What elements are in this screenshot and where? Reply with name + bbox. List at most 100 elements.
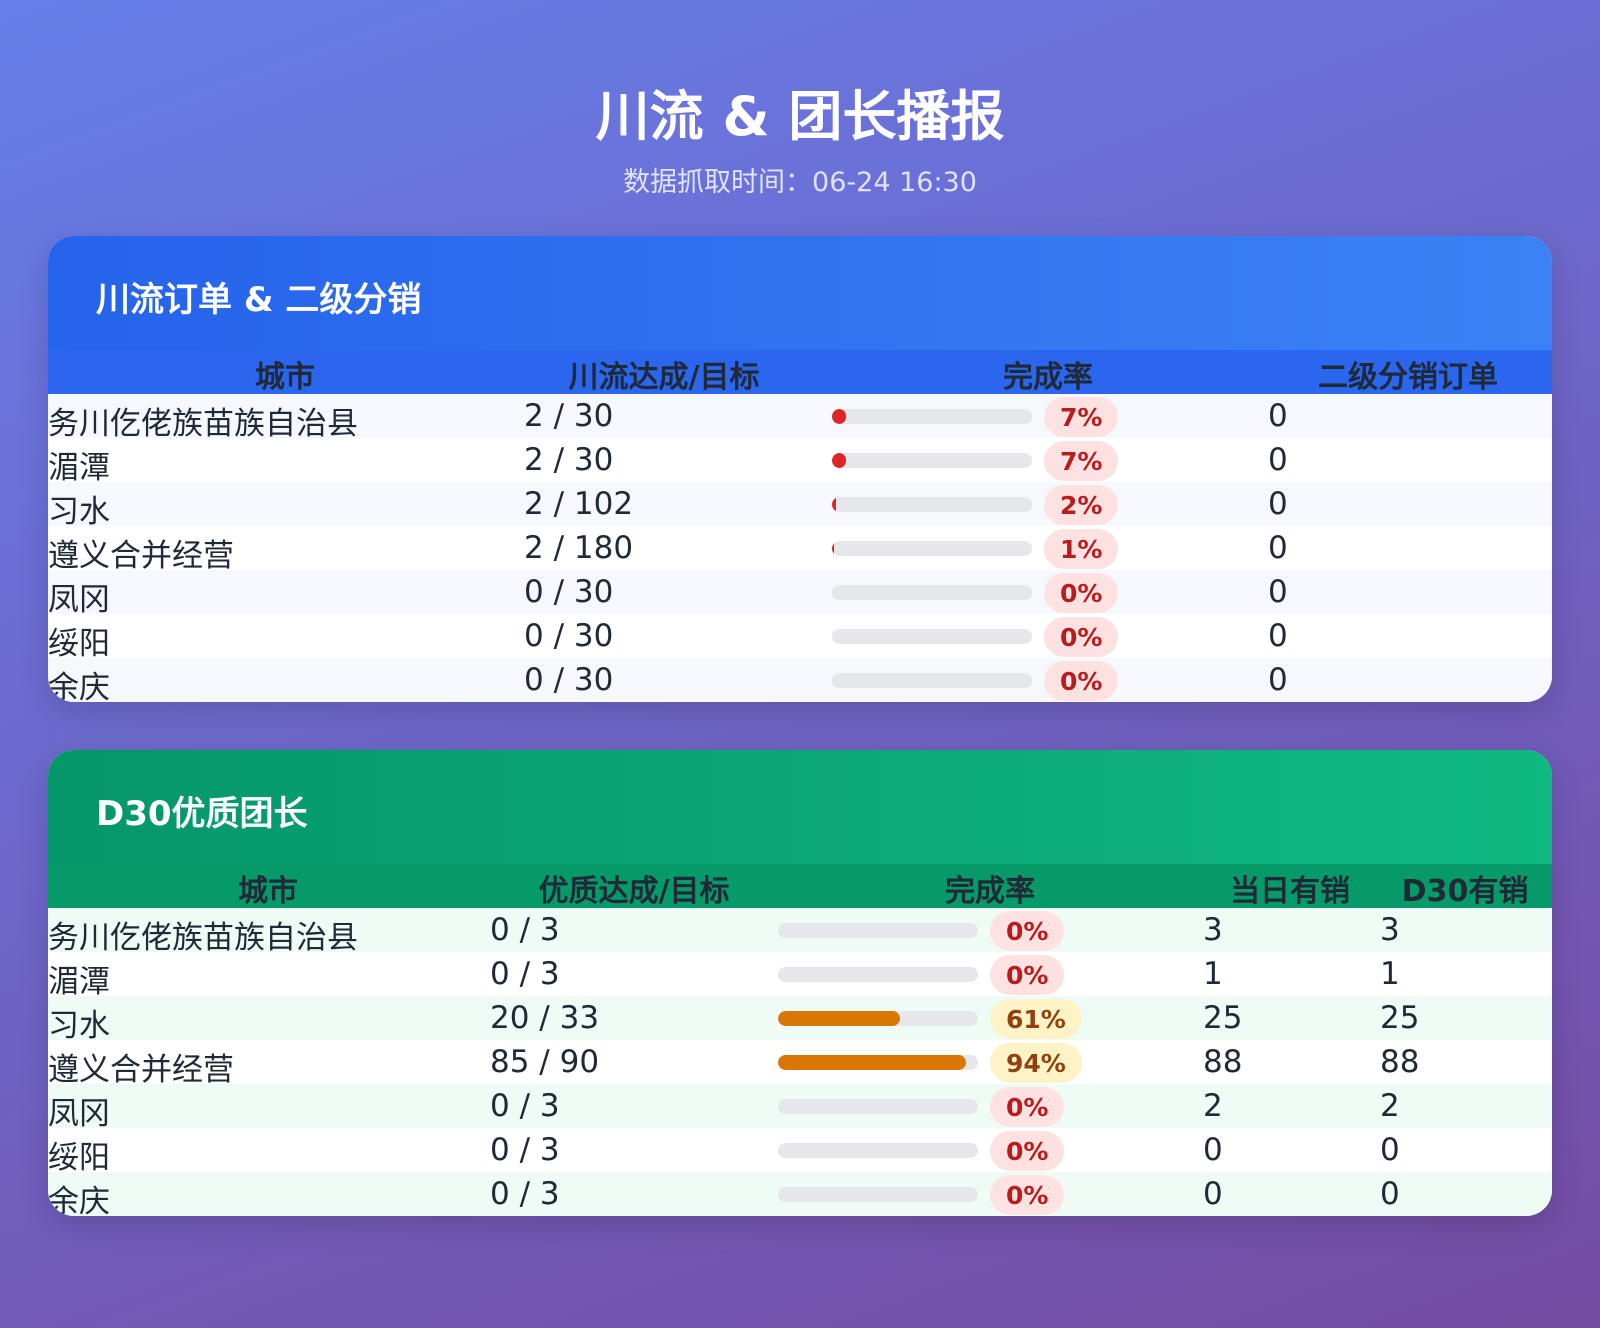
cell-value: 0 / 3 [490,1132,560,1168]
progress-track [832,673,1032,688]
progress-fill [778,1011,900,1026]
city-name: 务川仡佬族苗族自治县 [48,920,358,956]
progress-track [778,1011,978,1026]
city-name: 务川仡佬族苗族自治县 [48,406,358,442]
rate-badge: 0% [990,911,1065,951]
progress-track [778,1143,978,1158]
rate-badge: 61% [990,999,1082,1039]
city-name: 凤冈 [48,1096,110,1132]
cell-value: 0 / 30 [524,618,614,654]
progress-track [832,585,1032,600]
table-row: 凤冈 0 / 3 0% 2 2 [48,1084,1552,1132]
rate-badge: 0% [990,1087,1065,1127]
cell-value: 0 / 3 [490,912,560,948]
column-header: 城市 [238,874,298,909]
table-row: 绥阳 0 / 3 0% 0 0 [48,1128,1552,1176]
cell-value: 25 [1380,1000,1420,1036]
rate-badge: 7% [1044,397,1119,437]
city-name: 习水 [48,1008,110,1044]
table-row: 务川仡佬族苗族自治县 0 / 3 0% 3 3 [48,908,1552,956]
table-row: 习水 2 / 102 2% 0 [48,482,1552,530]
cell-value: 25 [1203,1000,1243,1036]
column-header-row: 城市 优质达成/目标 完成率 当日有销 D30有销 [48,864,1552,909]
cell-value: 0 [1268,442,1288,478]
progress-track [778,1099,978,1114]
cell-value: 0 [1268,618,1288,654]
column-header-row: 城市 川流达成/目标 完成率 二级分销订单 [48,350,1552,395]
progress-track [832,629,1032,644]
card: 川流订单 & 二级分销 城市 川流达成/目标 完成率 二级分销订单 务川仡佬族苗族自治县 2… [48,236,1552,702]
column-header: D30有销 [1401,874,1529,909]
progress-track [778,967,978,982]
cell-value: 2 / 180 [524,530,634,566]
progress-fill [832,409,846,424]
table-row: 余庆 0 / 30 0% 0 [48,658,1552,702]
cell-value: 0 / 30 [524,662,614,698]
rate-badge: 7% [1044,441,1119,481]
cell-value: 2 / 30 [524,442,614,478]
rate-badge: 0% [1044,617,1119,657]
table-row: 余庆 0 / 3 0% 0 0 [48,1172,1552,1216]
page-subtitle: 数据抓取时间：06-24 16:30 [623,167,977,198]
cell-value: 0 / 30 [524,574,614,610]
column-header: 城市 [255,360,315,395]
rate-badge: 0% [990,955,1065,995]
cell-value: 88 [1203,1044,1243,1080]
city-name: 湄潭 [48,964,110,1000]
column-header: 二级分销订单 [1318,360,1498,395]
progress-fill [832,453,846,468]
progress-track [778,1055,978,1070]
card-header [48,236,1552,350]
cell-value: 0 [1268,398,1288,434]
cell-value: 0 [1203,1132,1223,1168]
rate-badge: 0% [990,1131,1065,1171]
cell-value: 2 / 30 [524,398,614,434]
cell-value: 2 [1203,1088,1223,1124]
cell-value: 0 / 3 [490,956,560,992]
cell-value: 20 / 33 [490,1000,600,1036]
table-row: 凤冈 0 / 30 0% 0 [48,570,1552,618]
cell-value: 0 / 3 [490,1176,560,1212]
rate-badge: 0% [990,1175,1065,1215]
progress-track [832,409,1032,424]
progress-fill [832,497,836,512]
table-row: 务川仡佬族苗族自治县 2 / 30 7% 0 [48,394,1552,442]
table-row: 遵义合并经营 85 / 90 94% 88 88 [48,1040,1552,1088]
cell-value: 0 [1380,1132,1400,1168]
city-name: 绥阳 [48,626,110,662]
progress-track [832,453,1032,468]
column-header: 完成率 [1003,360,1093,395]
rate-badge: 0% [1044,573,1119,613]
cell-value: 0 [1203,1176,1223,1212]
cell-value: 0 [1268,486,1288,522]
cell-value: 2 / 102 [524,486,634,522]
rate-badge: 94% [990,1043,1082,1083]
table-row: 湄潭 0 / 3 0% 1 1 [48,952,1552,1000]
cell-value: 1 [1203,956,1223,992]
city-name: 湄潭 [48,450,110,486]
city-name: 遵义合并经营 [48,538,234,574]
city-name: 遵义合并经营 [48,1052,234,1088]
progress-fill [832,541,834,556]
cell-value: 0 [1268,662,1288,698]
cell-value: 0 [1268,530,1288,566]
city-name: 习水 [48,494,110,530]
column-header: 当日有销 [1230,874,1350,909]
city-name: 余庆 [48,670,110,702]
progress-track [832,497,1032,512]
cell-value: 1 [1380,956,1400,992]
table-row: 遵义合并经营 2 / 180 1% 0 [48,526,1552,574]
table-row: 绥阳 0 / 30 0% 0 [48,614,1552,662]
page-title: 川流 & 团长播报 [595,85,1005,148]
card-header [48,750,1552,864]
cell-value: 88 [1380,1044,1420,1080]
column-header: 完成率 [945,874,1035,909]
card-title: D30优质团长 [96,794,308,834]
cell-value: 3 [1380,912,1400,948]
rate-badge: 2% [1044,485,1119,525]
column-header: 优质达成/目标 [538,874,730,909]
cell-value: 2 [1380,1088,1400,1124]
progress-track [778,923,978,938]
rate-badge: 0% [1044,661,1119,701]
